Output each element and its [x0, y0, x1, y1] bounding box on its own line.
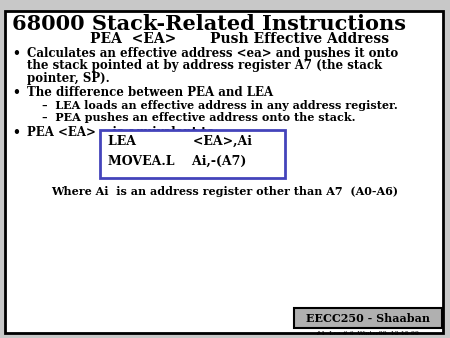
FancyBboxPatch shape: [5, 11, 443, 333]
Text: –  PEA pushes an effective address onto the stack.: – PEA pushes an effective address onto t…: [42, 112, 356, 123]
FancyBboxPatch shape: [100, 130, 285, 178]
Text: EECC250 - Shaaban: EECC250 - Shaaban: [306, 313, 430, 323]
FancyBboxPatch shape: [294, 308, 442, 328]
Text: 68000 Stack-Related Instructions: 68000 Stack-Related Instructions: [12, 14, 406, 34]
Text: MOVEA.L    Ai,-(A7): MOVEA.L Ai,-(A7): [108, 155, 247, 168]
Text: •: •: [12, 126, 20, 139]
Text: the stack pointed at by address register A7 (the stack: the stack pointed at by address register…: [27, 59, 382, 72]
Text: pointer, SP).: pointer, SP).: [27, 72, 110, 85]
Text: PEA  <EA>: PEA <EA>: [90, 32, 176, 46]
Text: Where Ai  is an address register other than A7  (A0-A6): Where Ai is an address register other th…: [51, 186, 399, 197]
Text: LEA             <EA>,Ai: LEA <EA>,Ai: [108, 135, 252, 148]
Text: •: •: [12, 86, 20, 99]
Text: #1  Lec # 6  Winter99  12-15-99: #1 Lec # 6 Winter99 12-15-99: [316, 331, 419, 336]
Text: The difference between PEA and LEA: The difference between PEA and LEA: [27, 86, 273, 99]
Text: •: •: [12, 47, 20, 60]
Text: Push Effective Address: Push Effective Address: [210, 32, 389, 46]
Text: PEA <EA>    is equivalent to:: PEA <EA> is equivalent to:: [27, 126, 219, 139]
Text: –  LEA loads an effective address in any address register.: – LEA loads an effective address in any …: [42, 100, 398, 111]
Text: Calculates an effective address <ea> and pushes it onto: Calculates an effective address <ea> and…: [27, 47, 398, 60]
